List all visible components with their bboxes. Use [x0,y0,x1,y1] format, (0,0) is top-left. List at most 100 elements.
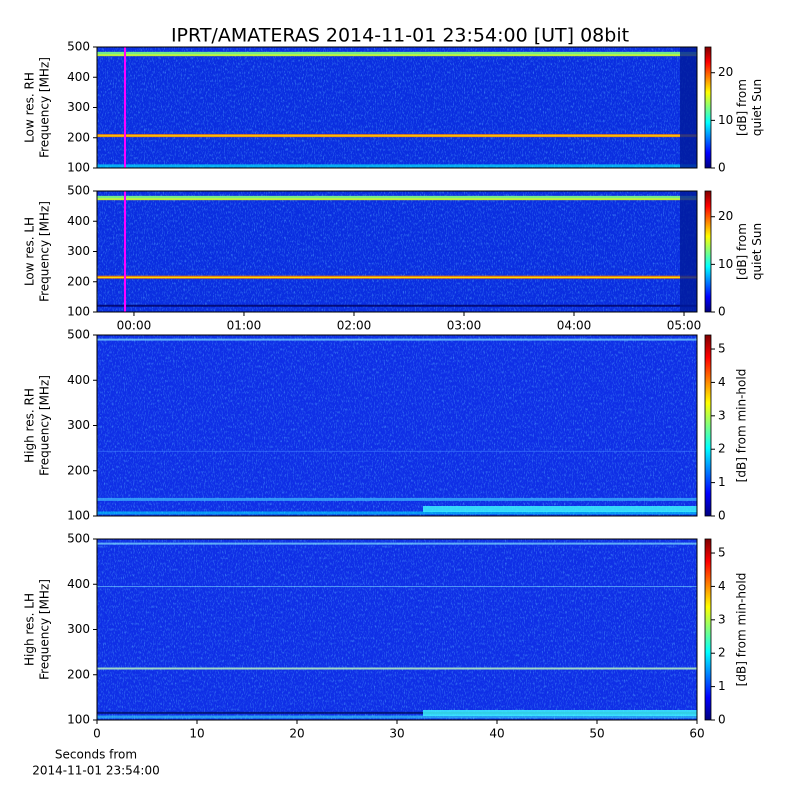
x-tick-label: 01:00 [227,319,262,333]
colorbar-label: [dB] from [735,223,749,280]
spectrogram-noise [97,47,697,168]
colorbar-tick-label: 0 [718,509,726,523]
spectral-band [97,51,697,56]
y-axis-label: Low res. RH [23,72,37,143]
y-axis-label: Frequency [MHz] [38,57,52,158]
spectral-band [97,497,697,501]
y-tick-label: 400 [67,70,90,84]
colorbar [704,190,712,313]
y-tick-label: 300 [67,622,90,636]
colorbar-tick-label: 20 [718,65,733,79]
bright-segment [423,710,697,716]
y-tick-label: 500 [67,328,90,342]
colorbar-label: quiet Sun [750,223,764,280]
y-tick-label: 200 [67,130,90,144]
colorbar-tick-label: 3 [718,408,726,422]
spectral-band [97,715,697,719]
figure-title: IPRT/AMATERAS 2014-11-01 23:54:00 [UT] 0… [171,25,629,47]
x-tick-label: 00:00 [117,319,152,333]
spectral-band [97,586,697,588]
y-axis-label: High res. LH [23,593,37,666]
data-gap [680,47,697,168]
spectral-band [97,198,697,201]
colorbar-label: [dB] from min-hold [735,573,749,687]
spectrogram-noise [97,539,697,720]
spectral-band [97,164,697,168]
colorbar-tick-label: 0 [718,305,726,319]
y-tick-label: 100 [67,713,90,727]
colorbar-label: quiet Sun [750,79,764,136]
colorbar-tick-label: 3 [718,612,726,626]
spectral-band [97,54,697,57]
spectral-band [97,304,697,307]
x-tick-label: 10 [189,727,204,741]
colorbar-tick-label: 20 [718,209,733,223]
x-tick-label: 50 [589,727,604,741]
y-tick-label: 500 [67,40,90,54]
x-axis-label: 2014-11-01 23:54:00 [32,764,159,778]
y-axis-label: Frequency [MHz] [38,375,52,476]
y-tick-label: 300 [67,244,90,258]
data-gap [680,191,697,312]
y-axis-label: Frequency [MHz] [38,201,52,302]
x-tick-label: 20 [289,727,304,741]
colorbar-tick-label: 0 [718,161,726,175]
spectral-band [97,450,697,452]
panel: 100 200 300 400 500 High res. RH Frequency [MH… [23,328,749,523]
x-tick-label: 04:00 [557,319,592,333]
colorbar [704,46,712,169]
spectral-band [97,195,697,200]
colorbar-tick-label: 0 [718,713,726,727]
y-tick-label: 300 [67,100,90,114]
y-axis-label: High res. RH [23,388,37,463]
x-tick-label: 03:00 [447,319,482,333]
colorbar-tick-label: 5 [718,546,726,560]
colorbar-tick-label: 10 [718,113,733,127]
colorbar-tick-label: 1 [718,475,726,489]
colorbar-tick-label: 4 [718,579,726,593]
y-axis-label: Low res. LH [23,217,37,286]
spectral-band [97,135,697,137]
colorbar-tick-label: 10 [718,257,733,271]
spectral-band [97,511,697,515]
x-tick-label: 40 [489,727,504,741]
colorbar [704,538,712,721]
spectral-band [97,542,697,545]
y-tick-label: 500 [67,184,90,198]
colorbar-tick-label: 5 [718,342,726,356]
y-tick-label: 300 [67,418,90,432]
x-tick-label: 02:00 [337,319,372,333]
spectrogram-noise [97,335,697,516]
y-tick-label: 200 [67,667,90,681]
y-tick-label: 100 [67,509,90,523]
x-tick-label: 60 [689,727,704,741]
colorbar-label: [dB] from [735,79,749,136]
spectral-band [97,338,697,341]
spectrogram-noise [97,191,697,312]
y-axis-label: Frequency [MHz] [38,579,52,680]
spectral-band [97,711,697,714]
colorbar-tick-label: 2 [718,646,726,660]
x-tick-label: 05:00 [667,319,702,333]
y-tick-label: 100 [67,161,90,175]
y-tick-label: 100 [67,305,90,319]
y-tick-label: 400 [67,373,90,387]
spectral-band [97,667,697,670]
colorbar-label: [dB] from min-hold [735,369,749,483]
colorbar-tick-label: 2 [718,442,726,456]
y-tick-label: 400 [67,577,90,591]
x-tick-label: 0 [93,727,101,741]
y-tick-label: 500 [67,532,90,546]
x-tick-label: 30 [389,727,404,741]
colorbar-tick-label: 4 [718,375,726,389]
colorbar-tick-label: 1 [718,679,726,693]
y-tick-label: 400 [67,214,90,228]
x-axis-label: Seconds from [55,748,137,762]
spectral-band [97,276,697,278]
colorbar [704,334,712,517]
bright-segment [423,506,697,512]
